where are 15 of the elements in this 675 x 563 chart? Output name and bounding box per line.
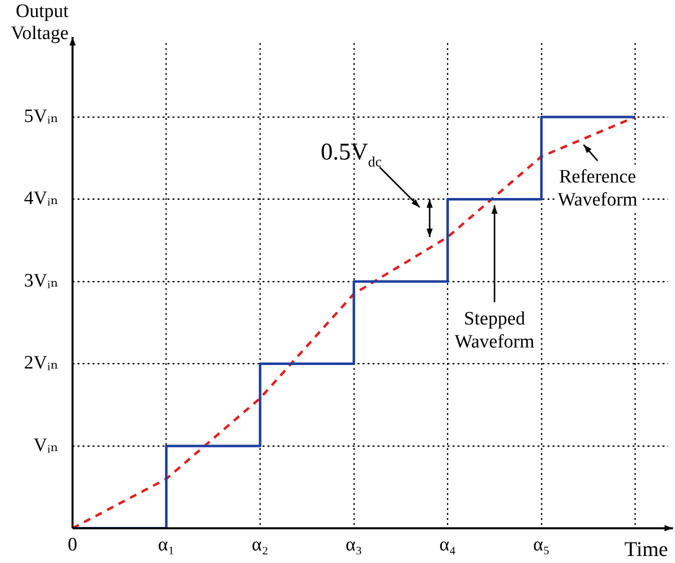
series-label: Stepped Waveform [454, 308, 535, 352]
y-tick-label: 2Vᵢₙ [24, 352, 59, 374]
x-tick-label: α₁ [158, 534, 175, 556]
x-tick-label: α₅ [533, 534, 550, 556]
x-tick-label: α₃ [346, 534, 362, 556]
series-label: Reference Waveform [558, 166, 638, 211]
y-axis-title: Output Voltage [10, 1, 70, 44]
x-tick-label: 0 [68, 534, 78, 556]
y-tick-label: Vᵢₙ [33, 434, 59, 456]
y-tick-label: 4Vᵢₙ [24, 188, 59, 210]
y-tick-label: 5Vᵢₙ [24, 106, 59, 127]
x-axis-title: Time [624, 537, 668, 562]
x-tick-label: α₄ [439, 534, 456, 556]
y-tick-label: 3Vᵢₙ [24, 270, 59, 292]
x-tick-label: α₂ [252, 534, 268, 556]
